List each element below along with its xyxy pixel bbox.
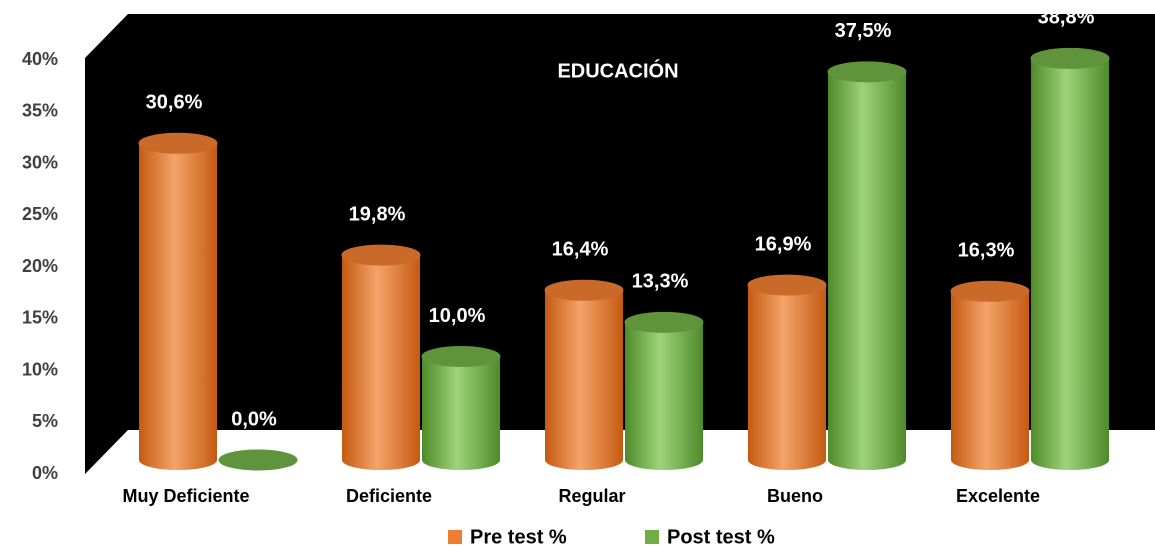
y-tick-label: 5% (32, 411, 58, 431)
bar (624, 311, 704, 470)
bar-top (827, 61, 907, 83)
bar (218, 449, 298, 471)
bar-body (625, 322, 703, 460)
value-label: 0,0% (231, 408, 277, 430)
bar-body (828, 71, 906, 460)
bar (138, 132, 218, 470)
y-tick-label: 20% (22, 256, 58, 276)
bar-bottom (545, 450, 623, 470)
bar-top (341, 244, 421, 266)
legend-swatch (645, 530, 659, 544)
y-tick-label: 25% (22, 204, 58, 224)
bar-top (421, 346, 501, 367)
x-tick-label: Bueno (767, 486, 823, 506)
value-label: 30,6% (146, 92, 203, 114)
y-tick-label: 30% (22, 152, 58, 172)
bar-body (545, 290, 623, 460)
legend-label: Post test % (667, 526, 775, 546)
bar-top (747, 274, 827, 296)
y-tick-label: 10% (22, 359, 58, 379)
bar (950, 280, 1030, 470)
bar (747, 274, 827, 470)
bar-body (342, 255, 420, 460)
bar-bottom (342, 450, 420, 470)
bar (544, 279, 624, 470)
value-label: 16,9% (755, 233, 812, 255)
y-tick-label: 15% (22, 308, 58, 328)
bar (1030, 47, 1110, 470)
legend-label: Pre test % (470, 526, 567, 546)
value-label: 16,3% (958, 240, 1015, 262)
chart-title: EDUCACIÓN (557, 58, 678, 82)
bar-top (138, 132, 218, 154)
bar-body (139, 143, 217, 461)
x-tick-label: Regular (558, 486, 625, 506)
bar-body (1031, 58, 1109, 461)
bar (341, 244, 421, 470)
bar-bottom (625, 450, 703, 470)
bar (421, 346, 501, 470)
value-label: 38,8% (1038, 7, 1095, 29)
bar-top (218, 449, 298, 471)
x-tick-label: Muy Deficiente (122, 486, 249, 506)
bar-bottom (951, 450, 1029, 470)
x-tick-label: Excelente (956, 486, 1040, 506)
value-label: 10,0% (429, 305, 486, 327)
value-label: 19,8% (349, 203, 406, 225)
x-tick-label: Deficiente (346, 486, 432, 506)
bar-top (1030, 47, 1110, 69)
bar-body (748, 285, 826, 460)
bar-bottom (1031, 450, 1109, 470)
bar-top (624, 311, 704, 333)
bar-bottom (139, 450, 217, 470)
value-label: 16,4% (552, 239, 609, 261)
y-tick-label: 35% (22, 101, 58, 121)
bar-top (950, 280, 1030, 302)
bar-top (544, 279, 624, 301)
value-label: 13,3% (632, 271, 689, 293)
legend-swatch (448, 530, 462, 544)
y-tick-label: 0% (32, 463, 58, 483)
value-label: 37,5% (835, 20, 892, 42)
bar (827, 61, 907, 470)
y-tick-label: 40% (22, 49, 58, 69)
bar-body (951, 291, 1029, 460)
side-wall (85, 14, 128, 474)
bar-bottom (828, 450, 906, 470)
bar-body (422, 356, 500, 460)
bar-bottom (748, 450, 826, 470)
bar-bottom (422, 450, 500, 470)
